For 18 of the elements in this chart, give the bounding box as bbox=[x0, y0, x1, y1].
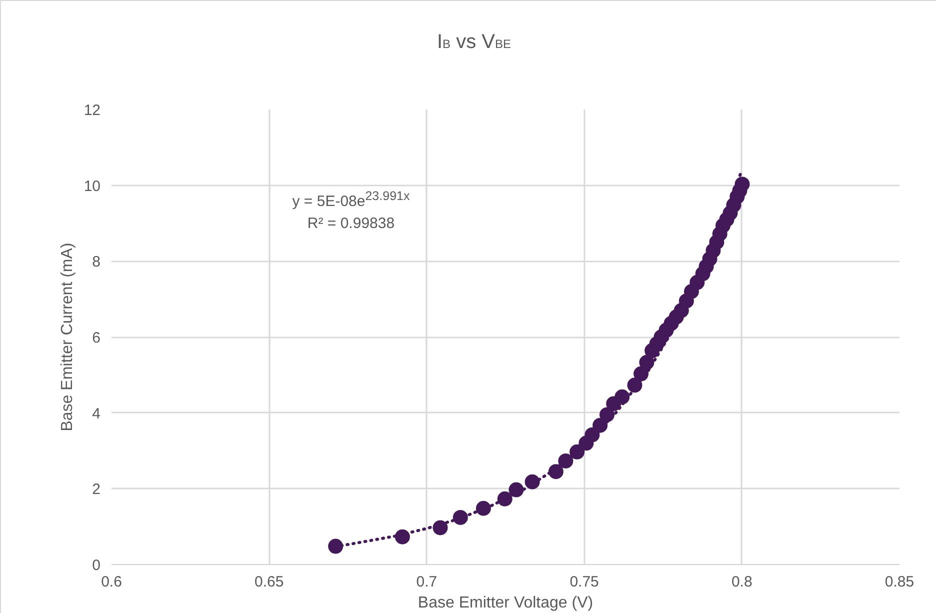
x-tick-label: 0.8 bbox=[731, 574, 752, 590]
y-tick-label: 10 bbox=[84, 178, 101, 195]
x-tick-label: 0.7 bbox=[416, 574, 438, 590]
x-tick-label: 0.75 bbox=[570, 574, 599, 590]
x-tick-label: 0.85 bbox=[884, 574, 914, 590]
x-tick-label: 0.6 bbox=[101, 574, 122, 590]
x-tick-label: 0.65 bbox=[254, 574, 284, 590]
y-tick-label: 6 bbox=[92, 330, 100, 346]
y-tick-label: 0 bbox=[92, 557, 100, 574]
y-axis-title: Base Emitter Current (mA) bbox=[58, 242, 76, 432]
annotation: R² = 0.99838 bbox=[306, 214, 396, 234]
x-axis-title: Base Emitter Voltage (V) bbox=[418, 594, 594, 612]
y-tick-label: 12 bbox=[84, 102, 101, 119]
point bbox=[328, 538, 344, 554]
y-tick-label: 8 bbox=[92, 254, 100, 271]
y-tick-label: 2 bbox=[92, 481, 100, 498]
y-tick-label: 4 bbox=[92, 405, 100, 422]
annotation: y = 5E-08e$^{23.991x}$ bbox=[291, 188, 411, 212]
